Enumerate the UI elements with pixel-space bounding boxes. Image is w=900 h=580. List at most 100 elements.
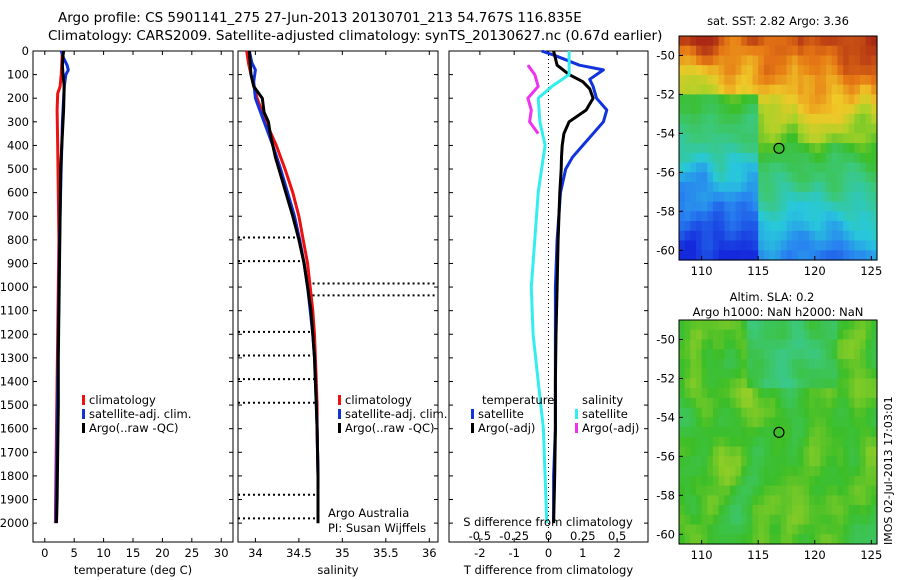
map-cell bbox=[792, 75, 799, 86]
map-cell bbox=[837, 55, 844, 66]
map-cell bbox=[735, 339, 742, 350]
map-cell bbox=[780, 84, 788, 95]
map-cell bbox=[712, 339, 720, 350]
map-cell bbox=[729, 456, 737, 467]
map-cell bbox=[701, 495, 708, 506]
map-cell bbox=[712, 191, 720, 203]
map-cell bbox=[775, 240, 782, 251]
map-cell bbox=[871, 143, 878, 154]
map-cell bbox=[803, 397, 810, 409]
map-cell bbox=[696, 94, 703, 105]
map-cell bbox=[690, 65, 697, 76]
map-cell bbox=[826, 250, 833, 261]
map-cell bbox=[758, 514, 765, 526]
map-cell bbox=[729, 427, 737, 438]
map-cell bbox=[712, 534, 720, 545]
map-cell bbox=[848, 427, 855, 438]
map-cell bbox=[831, 133, 838, 144]
map-cell bbox=[724, 143, 731, 154]
map-cells bbox=[679, 36, 878, 261]
map-cell bbox=[814, 36, 822, 47]
map-cell bbox=[809, 152, 816, 164]
map-cell bbox=[684, 201, 691, 212]
map-cell bbox=[843, 534, 850, 545]
map-cell bbox=[724, 250, 731, 261]
map-cell bbox=[803, 495, 810, 506]
map-cell bbox=[826, 45, 833, 56]
map-cell bbox=[848, 84, 855, 95]
map-cell bbox=[860, 211, 867, 222]
map-cell bbox=[741, 524, 748, 535]
map-cell bbox=[797, 427, 805, 438]
series-group bbox=[526, 50, 609, 542]
y-tick-label: 400 bbox=[7, 138, 29, 152]
map-cell bbox=[724, 485, 731, 496]
map-cell bbox=[780, 475, 788, 487]
map-cell bbox=[826, 104, 833, 115]
map-cell bbox=[803, 456, 810, 467]
map-cell bbox=[814, 534, 822, 545]
map-cell bbox=[854, 113, 861, 125]
legend-label: climatology bbox=[89, 393, 156, 407]
map-cell bbox=[820, 221, 827, 232]
map-cell bbox=[684, 230, 691, 242]
map-cell bbox=[746, 240, 754, 251]
map-cell bbox=[690, 329, 697, 340]
map-cell bbox=[814, 94, 822, 105]
map-cell bbox=[690, 133, 697, 144]
map-cell bbox=[848, 240, 855, 251]
map-cell bbox=[746, 182, 754, 193]
map-cell bbox=[724, 427, 731, 438]
map-cell bbox=[690, 113, 697, 125]
map-cell bbox=[707, 320, 714, 331]
map-cell bbox=[820, 230, 827, 242]
map-cells bbox=[679, 320, 878, 545]
legend-label: Argo(..raw -QC) bbox=[345, 421, 435, 435]
map-cell bbox=[746, 250, 754, 261]
map-cell bbox=[803, 65, 810, 76]
map-cell bbox=[752, 495, 759, 506]
map-cell bbox=[831, 201, 838, 212]
map-cell bbox=[735, 162, 742, 173]
map-cell bbox=[814, 123, 822, 134]
map-cell bbox=[814, 495, 822, 506]
map-cell bbox=[826, 94, 833, 105]
map-cell bbox=[718, 240, 725, 251]
map-y-tick-label: -60 bbox=[656, 527, 675, 541]
map-cell bbox=[729, 368, 737, 379]
map-cell bbox=[865, 36, 872, 47]
map-cell bbox=[860, 466, 867, 477]
map-cell bbox=[803, 201, 810, 212]
map-cell bbox=[712, 250, 720, 261]
map-cell bbox=[763, 378, 771, 389]
map-cell bbox=[780, 162, 788, 173]
map-cell bbox=[786, 84, 793, 95]
map-cell bbox=[712, 36, 720, 47]
map-cell bbox=[741, 191, 748, 203]
map-cell bbox=[854, 191, 861, 203]
map-cell bbox=[820, 427, 827, 438]
map-cell bbox=[696, 221, 703, 232]
map-cell bbox=[780, 397, 788, 409]
map-cell bbox=[786, 240, 793, 251]
map-cell bbox=[775, 250, 782, 261]
map-cell bbox=[752, 211, 759, 222]
map-cell bbox=[758, 466, 765, 477]
map-x-tick-label: 125 bbox=[860, 264, 882, 278]
sla-map-title: Altim. SLA: 0.2 bbox=[730, 290, 815, 304]
map-cell bbox=[758, 388, 765, 399]
map-cell bbox=[729, 191, 737, 203]
map-cell bbox=[729, 250, 737, 261]
map-cell bbox=[843, 427, 850, 438]
map-cell bbox=[712, 152, 720, 164]
map-cell bbox=[679, 113, 686, 125]
map-cell bbox=[690, 123, 697, 134]
map-cell bbox=[769, 94, 776, 105]
map-cell bbox=[814, 250, 822, 261]
map-cell bbox=[712, 359, 720, 370]
map-cell bbox=[792, 349, 799, 360]
map-cell bbox=[803, 466, 810, 477]
map-cell bbox=[843, 320, 850, 331]
map-cell bbox=[797, 475, 805, 487]
map-cell bbox=[724, 240, 731, 251]
